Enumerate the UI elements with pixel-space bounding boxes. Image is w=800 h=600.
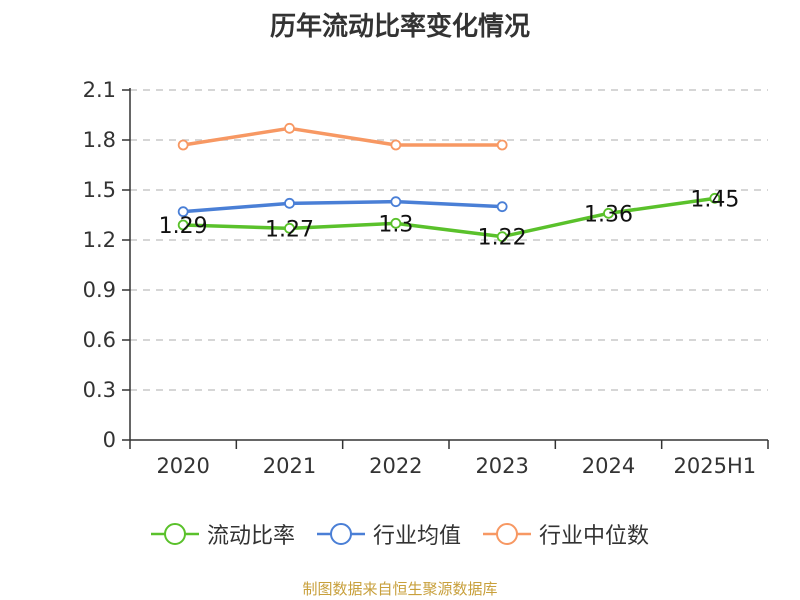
data-point [496, 231, 508, 243]
data-point [177, 139, 189, 151]
y-tick-label: 1.5 [83, 178, 116, 202]
data-label: 1.27 [265, 217, 314, 242]
y-tick-label: 1.2 [83, 228, 116, 252]
legend-label: 流动比率 [206, 524, 295, 549]
y-tick-label: 1.8 [83, 128, 116, 152]
legend-swatch-icon [316, 523, 365, 545]
grid-layer [130, 89, 768, 391]
data-point [177, 206, 189, 218]
legend-label: 行业中位数 [539, 524, 650, 549]
legend-swatch-icon [150, 523, 199, 545]
x-tick-label: 2025H1 [674, 454, 757, 478]
data-point [390, 217, 402, 229]
legend-item[interactable]: 行业均值 [316, 518, 461, 550]
y-tick-label: 0 [103, 428, 116, 452]
x-tick-label: 2022 [369, 454, 422, 478]
axis-layer: 0 0.3 0.6 0.9 1.2 1.5 1.8 2.1 2020 2021 2022 2023 20… [83, 78, 769, 478]
x-tick-label: 2020 [156, 454, 209, 478]
legend-item[interactable]: 行业中位数 [483, 518, 649, 550]
data-label: 1.45 [690, 187, 739, 212]
data-label: 1.22 [478, 226, 527, 251]
y-tick-label: 0.3 [83, 378, 116, 402]
source-note: 制图数据来自恒生聚源数据库 [302, 580, 498, 598]
data-point [709, 192, 721, 204]
data-point [603, 207, 614, 219]
y-tick-label: 0.6 [83, 328, 116, 352]
data-point [284, 197, 295, 209]
y-tick-label: 0.9 [83, 278, 116, 302]
data-point [284, 222, 295, 234]
data-point [390, 139, 402, 151]
data-point [496, 139, 508, 151]
data-label: 1.29 [159, 214, 208, 239]
legend-item[interactable]: 流动比率 [150, 518, 295, 550]
legend-label: 行业均值 [372, 524, 461, 549]
data-label: 1.3 [378, 212, 413, 237]
series-layer [177, 122, 721, 243]
chart-title: 历年流动比率变化情况 [269, 12, 530, 42]
x-tick-label: 2021 [263, 454, 316, 478]
data-point [284, 122, 295, 134]
series-line [183, 199, 503, 214]
x-tick-label: 2023 [475, 454, 528, 478]
legend-swatch-icon [483, 523, 531, 545]
series-line [183, 196, 716, 239]
data-point [390, 196, 402, 208]
data-label: 1.36 [584, 202, 633, 227]
legend: 流动比率 行业均值 行业中位数 [0, 518, 800, 550]
y-tick-label: 2.1 [83, 78, 116, 102]
label-layer: 1.29 1.27 1.3 1.22 1.36 1.45 [159, 187, 740, 250]
series-line [182, 126, 503, 147]
x-tick-label: 2024 [582, 454, 635, 478]
data-point [177, 219, 189, 231]
data-point [496, 201, 508, 213]
